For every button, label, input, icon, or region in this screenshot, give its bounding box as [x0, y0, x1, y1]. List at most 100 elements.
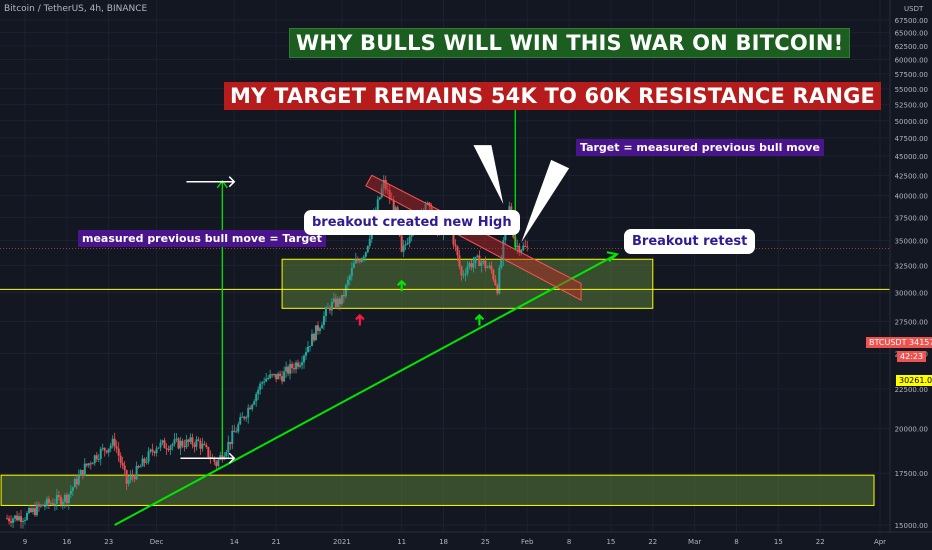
- candle-body: [277, 373, 280, 380]
- candle-body: [127, 480, 130, 484]
- candle-body: [51, 503, 54, 506]
- candle-body: [269, 374, 272, 378]
- candle-body: [185, 439, 188, 448]
- candle-body: [73, 479, 76, 488]
- candle-body: [183, 445, 186, 448]
- y-tick-label: 20000.00: [895, 425, 928, 433]
- candle-body: [53, 503, 56, 506]
- candle-body: [281, 376, 284, 382]
- callout-new-high: breakout created new High: [304, 210, 520, 235]
- candle-body: [99, 448, 102, 460]
- time-axis[interactable]: 9 16 23 Dec 14 21 2021 11 18 25 Feb 8 15 22 Mar 8 15 22 Ap…: [0, 531, 932, 546]
- candle-body: [245, 417, 248, 419]
- candle-body: [43, 505, 46, 507]
- candle-body: [494, 279, 497, 285]
- candle-body: [348, 275, 351, 280]
- candle-body: [486, 267, 489, 269]
- candle-body: [326, 307, 329, 309]
- grid-lines: [0, 0, 890, 532]
- candle-body: [241, 416, 244, 418]
- x-tick-label: 8: [567, 538, 571, 546]
- candle-body: [474, 256, 477, 264]
- candle-body: [498, 267, 501, 294]
- target-note-left: measured previous bull move = Target: [78, 230, 326, 247]
- countdown-tag: 42:23: [897, 351, 927, 362]
- candle-body: [177, 438, 180, 449]
- trendline-arrowhead: [606, 251, 620, 262]
- y-tick-label: 67500.00: [895, 17, 928, 25]
- candle-body: [289, 364, 292, 374]
- x-tick-label: 23: [104, 538, 113, 546]
- candle-body: [502, 240, 505, 260]
- candle-body: [376, 199, 379, 212]
- y-tick-label: 15000.00: [895, 522, 928, 530]
- candle-body: [307, 346, 310, 353]
- candle-body: [173, 439, 176, 445]
- candle-body: [81, 470, 84, 476]
- candle-body: [255, 394, 258, 402]
- candle-body: [400, 235, 403, 252]
- candle-body: [251, 404, 254, 410]
- candle-body: [221, 455, 224, 460]
- candle-body: [213, 457, 216, 462]
- drawing-overlays: [0, 83, 890, 526]
- candle-body: [378, 197, 381, 200]
- candle-body: [464, 273, 467, 275]
- candle-body: [137, 465, 140, 468]
- candle-body: [203, 443, 206, 445]
- price-axis[interactable]: USDT15000.0017500.0020000.0022500.002500…: [889, 0, 932, 550]
- y-tick-label: 32500.00: [895, 262, 928, 270]
- candle-body: [458, 255, 461, 267]
- candle-body: [249, 407, 252, 410]
- measured-move-left-arrowhead: [216, 179, 228, 189]
- candle-body: [476, 255, 479, 257]
- candle-body: [33, 508, 36, 516]
- candle-body: [316, 325, 319, 331]
- candle-body: [167, 449, 170, 451]
- candle-body: [330, 301, 333, 311]
- candle-body: [275, 373, 278, 380]
- candle-body: [522, 245, 525, 250]
- candle-body: [215, 461, 218, 467]
- candle-body: [338, 298, 341, 305]
- candle-body: [518, 245, 521, 253]
- candle-body: [253, 401, 256, 405]
- candle-body: [225, 451, 228, 457]
- candle-body: [227, 441, 230, 452]
- candle-body: [83, 463, 86, 476]
- candle-body: [283, 371, 286, 382]
- candle-body: [394, 207, 397, 213]
- x-tick-label: 9: [23, 538, 27, 546]
- candle-body: [175, 438, 178, 440]
- candle-body: [139, 466, 142, 468]
- candle-body: [366, 245, 369, 253]
- candle-body: [63, 495, 66, 502]
- candle-body: [67, 494, 70, 503]
- candle-body: [231, 430, 234, 445]
- candle-body: [312, 333, 315, 341]
- candle-body: [111, 438, 114, 446]
- candle-body: [191, 437, 194, 445]
- candle-body: [303, 355, 306, 363]
- candle-body: [93, 455, 96, 464]
- candle-body: [37, 504, 40, 507]
- white-arrowhead-top-left: [228, 176, 236, 188]
- candle-body: [322, 315, 325, 326]
- candle-body: [267, 377, 270, 379]
- candle-body: [65, 495, 68, 503]
- candle-body: [354, 259, 357, 264]
- x-tick-label: 22: [816, 538, 825, 546]
- candle-body: [484, 260, 487, 268]
- candle-body: [207, 447, 210, 458]
- candle-body: [344, 285, 347, 297]
- candle-body: [219, 455, 222, 460]
- candle-body: [299, 365, 302, 367]
- candle-body: [352, 263, 355, 269]
- candle-body: [117, 448, 120, 456]
- candle-body: [265, 378, 268, 382]
- candle-body: [516, 245, 519, 248]
- candle-body: [386, 189, 389, 191]
- candle-body: [384, 179, 387, 190]
- candle-body: [340, 294, 343, 305]
